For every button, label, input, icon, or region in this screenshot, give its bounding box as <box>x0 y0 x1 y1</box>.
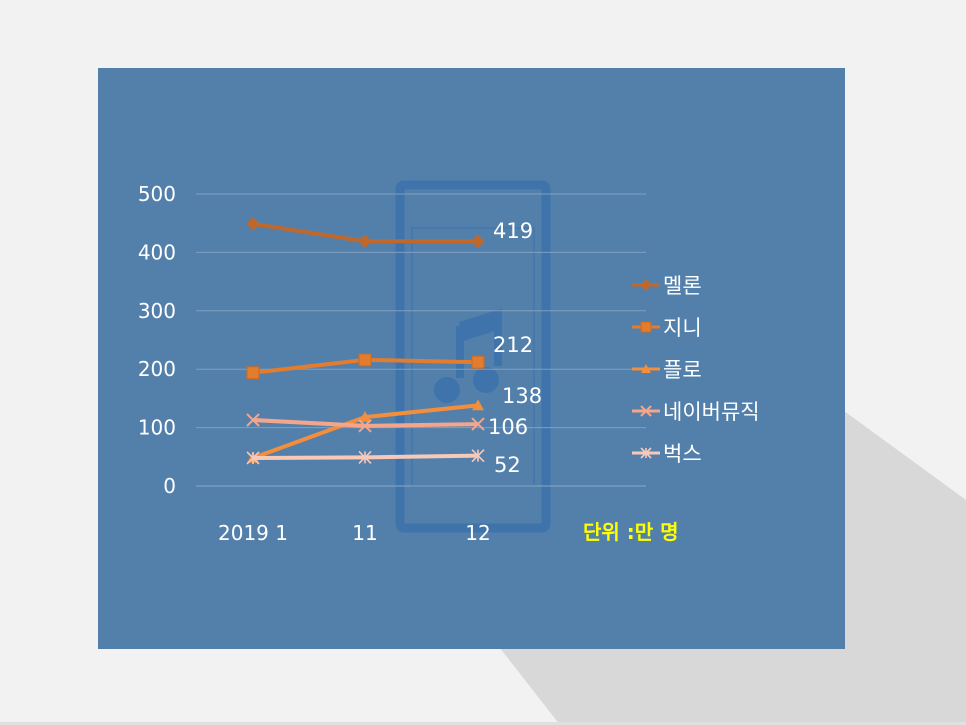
line-chart: 0 100 200 300 400 500 2019 1 11 12 419 212 138 106… <box>138 180 760 545</box>
legend-item: 지니 <box>632 316 702 340</box>
data-point <box>246 366 260 380</box>
data-label: 419 <box>493 219 533 243</box>
series-2 <box>246 353 485 380</box>
legend-label: 플로 <box>663 358 702 382</box>
data-point <box>358 234 372 249</box>
data-point <box>246 451 260 465</box>
legend-label: 지니 <box>663 316 702 340</box>
y-tick-label: 300 <box>138 299 176 323</box>
legend-item: 벅스 <box>632 442 702 466</box>
bottom-divider <box>0 722 966 725</box>
legend-item: 플로 <box>632 358 702 382</box>
series-1 <box>246 217 485 249</box>
data-point <box>246 217 260 231</box>
series-5 <box>246 449 485 465</box>
data-labels: 419 212 138 106 52 <box>488 219 542 477</box>
y-tick-label: 200 <box>138 357 176 381</box>
x-tick-label: 2019 1 <box>218 521 288 545</box>
x-tick-label: 11 <box>352 521 377 545</box>
data-point <box>471 449 485 463</box>
data-point <box>471 417 485 431</box>
music-phone-icon <box>395 180 551 533</box>
data-point <box>640 405 652 417</box>
y-axis-ticks: 0 100 200 300 400 500 <box>138 182 176 498</box>
y-tick-label: 0 <box>163 474 176 498</box>
gridlines <box>196 193 646 487</box>
x-axis-ticks: 2019 1 11 12 <box>218 521 491 545</box>
series-group <box>246 217 485 465</box>
legend-item: 멜론 <box>632 274 702 298</box>
legend-label: 네이버뮤직 <box>663 400 760 424</box>
legend-label: 벅스 <box>663 442 702 466</box>
unit-label: 단위 :만 명 <box>583 520 679 544</box>
data-label: 52 <box>494 453 521 477</box>
legend-item: 네이버뮤직 <box>632 400 760 424</box>
data-point <box>640 279 652 291</box>
legend-label: 멜론 <box>663 274 702 298</box>
data-point <box>246 413 260 427</box>
data-label: 212 <box>493 333 533 357</box>
x-tick-label: 12 <box>465 521 490 545</box>
y-tick-label: 400 <box>138 240 176 264</box>
chart-panel: 0 100 200 300 400 500 2019 1 11 12 419 212 138 106… <box>98 68 845 649</box>
data-point <box>359 411 371 422</box>
y-tick-label: 500 <box>138 182 176 206</box>
data-point <box>472 399 484 411</box>
data-point <box>358 450 372 464</box>
data-point <box>358 419 372 433</box>
data-point <box>640 321 652 333</box>
series-4 <box>246 413 485 433</box>
data-point <box>471 234 485 249</box>
data-point <box>640 447 652 459</box>
data-label: 106 <box>488 415 528 439</box>
data-point <box>641 364 651 373</box>
y-tick-label: 100 <box>138 416 176 440</box>
data-point <box>358 353 372 367</box>
data-point <box>471 355 485 369</box>
data-label: 138 <box>502 384 542 408</box>
